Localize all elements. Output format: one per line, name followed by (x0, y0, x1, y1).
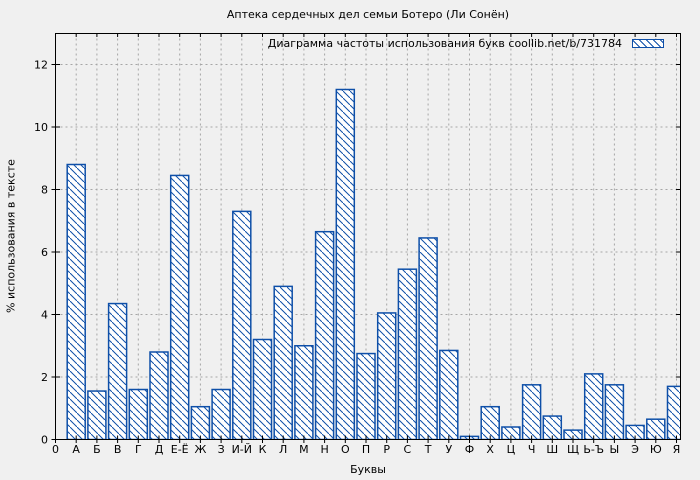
bar (87, 390, 107, 440)
bar (563, 429, 583, 440)
x-tick-label: Д (155, 443, 164, 456)
bar (107, 302, 128, 440)
x-tick-label: Г (135, 443, 142, 456)
bar (252, 338, 273, 440)
tick-labels: 0 А Б В Г Д Е-Ё Ж З И-Й К Л М Н О П Р С Т У Ф Х Ц Ч Ш Щ Ь-Ъ Ы Э Ю Я024… (34, 59, 680, 457)
bar (646, 418, 666, 440)
y-tick-label: 10 (34, 121, 48, 134)
x-tick-label: Я (673, 443, 681, 456)
x-tick-label: З (218, 443, 225, 456)
x-tick-label: Ч (528, 443, 536, 456)
y-tick-label: 8 (41, 184, 48, 197)
bar (273, 285, 293, 440)
bar (583, 373, 604, 440)
x-tick-label: У (445, 443, 452, 456)
bar (335, 88, 356, 440)
bar (294, 345, 314, 440)
x-tick-label: А (72, 443, 80, 456)
bar (376, 312, 397, 440)
y-tick-label: 4 (41, 309, 48, 322)
y-tick-label: 2 (41, 371, 48, 384)
x-tick-label: Е-Ё (171, 443, 189, 456)
bar (190, 405, 211, 440)
x-tick-label: Р (383, 443, 390, 456)
bar (542, 415, 563, 440)
x-tick-label: Э (631, 443, 639, 456)
x-tick-label: Ь-Ъ (583, 443, 604, 456)
x-tick-label: Ц (507, 443, 516, 456)
x-tick-label: И-Й (232, 443, 252, 456)
x-axis-label: Буквы (350, 463, 386, 476)
x-tick-label: С (404, 443, 412, 456)
x-tick-label: К (259, 443, 267, 456)
x-tick-label: В (114, 443, 122, 456)
grid-lines (55, 33, 681, 440)
bar (439, 349, 459, 440)
x-tick-label: Ы (610, 443, 620, 456)
bar (418, 237, 438, 440)
x-tick-label: Б (93, 443, 101, 456)
legend: Диаграмма частоты использования букв coo… (268, 37, 664, 50)
x-tick-label: М (299, 443, 309, 456)
x-tick-label: Ж (194, 443, 206, 456)
bar (604, 384, 625, 440)
y-tick-label: 12 (34, 59, 48, 72)
x-tick-label: 0 (52, 443, 59, 456)
bars (66, 88, 681, 440)
bar (666, 385, 681, 440)
plot-frame (55, 33, 681, 440)
x-tick-label: Н (320, 443, 328, 456)
bar (66, 163, 86, 440)
bar (149, 351, 169, 440)
bar (501, 426, 521, 440)
y-tick-label: 6 (41, 246, 48, 259)
x-tick-label: Х (486, 443, 494, 456)
x-tick-label: Ф (465, 443, 474, 456)
bar (397, 268, 418, 440)
bar (480, 405, 500, 440)
x-tick-label: Л (279, 443, 287, 456)
x-tick-label: Т (424, 443, 432, 456)
x-tick-label: Щ (567, 443, 579, 456)
bar (232, 210, 252, 440)
bar (169, 174, 190, 440)
y-tick-label: 0 (41, 434, 48, 447)
bar (314, 230, 335, 440)
bar (625, 424, 645, 440)
bar (356, 352, 376, 440)
x-tick-label: О (341, 443, 350, 456)
x-tick-label: Ю (650, 443, 662, 456)
legend-swatch (632, 39, 664, 48)
bar (521, 384, 542, 440)
bar (128, 388, 149, 440)
chart-title: Аптека сердечных дел семьи Ботеро (Ли Со… (226, 8, 510, 21)
x-tick-label: Ш (546, 443, 558, 456)
x-tick-label: П (362, 443, 370, 456)
bar (211, 388, 231, 440)
plot-border (55, 33, 681, 440)
legend-label: Диаграмма частоты использования букв coo… (267, 37, 622, 50)
axis-ticks (51, 33, 681, 443)
